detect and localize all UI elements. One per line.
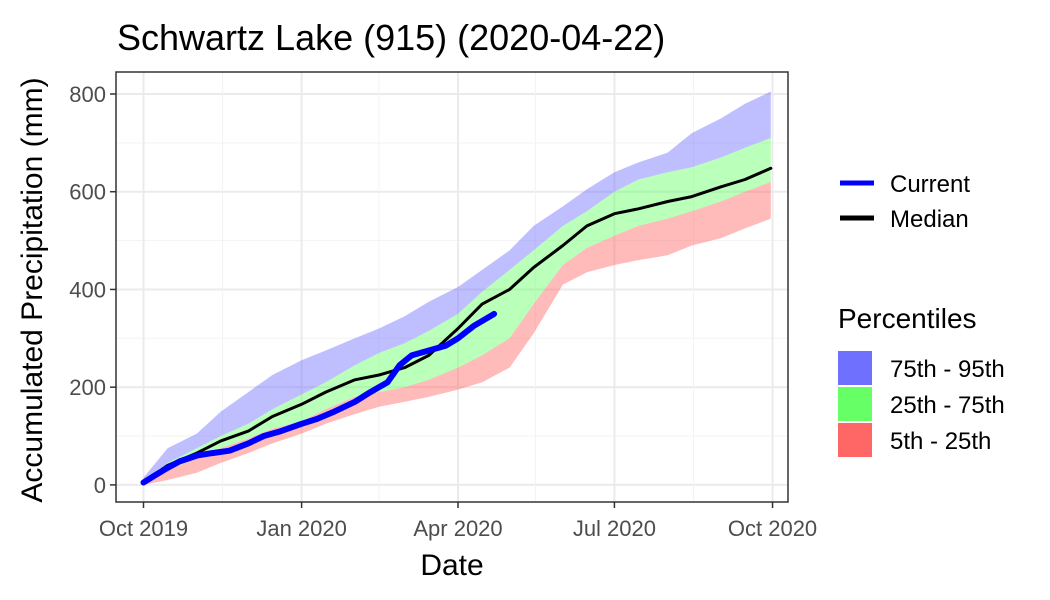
legend-band-swatch-1 (838, 387, 872, 421)
x-tick-label-1: Jan 2020 (256, 516, 347, 541)
series-lines (140, 166, 773, 486)
series-line-0 (142, 166, 773, 484)
y-tick-label-1: 200 (69, 375, 106, 400)
legend-band-label-0: 75th - 95th (890, 356, 1005, 383)
legend-line-label-0: Current (890, 171, 970, 198)
percentile-bands (143, 91, 771, 485)
plot-border (115, 71, 789, 503)
y-tick-label-0: 0 (94, 473, 106, 498)
series-line-1 (140, 310, 498, 486)
band-0 (143, 91, 771, 483)
chart-title: Schwartz Lake (915) (2020-04-22) (117, 17, 665, 58)
band-2 (143, 181, 771, 485)
legend-line-label-1: Median (890, 206, 969, 233)
y-axis-ticks: 0 200 400 600 800 (69, 82, 116, 498)
legend-band-swatch-2 (838, 423, 872, 457)
legend-band-swatch-0 (838, 351, 872, 385)
band-1 (143, 138, 771, 484)
x-tick-label-0: Oct 2019 (99, 516, 188, 541)
legend: Percentiles Current Median 75th - 95th 25th… (838, 171, 1005, 457)
legend-bands-title: Percentiles (838, 303, 977, 334)
x-tick-label-2: Apr 2020 (413, 516, 502, 541)
y-tick-label-3: 600 (69, 180, 106, 205)
x-tick-label-4: Oct 2020 (728, 516, 817, 541)
legend-band-label-1: 25th - 75th (890, 392, 1005, 419)
x-axis-label: Date (420, 549, 483, 582)
y-tick-label-4: 800 (69, 82, 106, 107)
plot-background (116, 72, 788, 502)
x-tick-label-3: Jul 2020 (573, 516, 656, 541)
grid-lines (116, 72, 788, 502)
legend-band-label-2: 5th - 25th (890, 428, 991, 455)
x-axis-ticks: Oct 2019 Jan 2020 Apr 2020 Jul 2020 Oct 2020 (99, 502, 817, 541)
y-axis-label: Accumulated Precipitation (mm) (16, 77, 49, 502)
y-tick-label-2: 400 (69, 277, 106, 302)
